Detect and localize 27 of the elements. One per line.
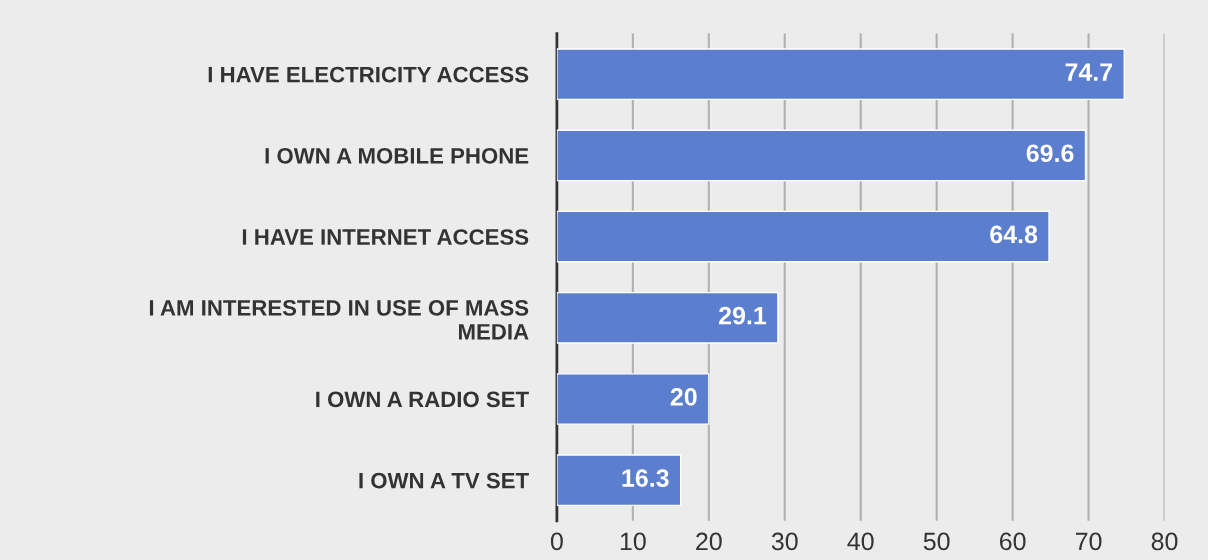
- data-label: 16.3: [622, 469, 669, 487]
- bar: [556, 129, 1087, 182]
- data-label: 20: [670, 388, 697, 406]
- x-tick-label: 20: [696, 532, 722, 551]
- bar: [556, 454, 682, 507]
- x-tick-label: 50: [923, 532, 950, 551]
- x-tick-label: 0: [550, 532, 563, 551]
- x-tick-label: 80: [1151, 532, 1178, 551]
- y-tick-label: I HAVE INTERNET ACCESS: [242, 229, 529, 245]
- x-tick-label: 70: [1075, 532, 1102, 551]
- data-label: 74.7: [1065, 63, 1113, 81]
- y-tick-label: I OWN A MOBILE PHONE: [265, 147, 529, 164]
- y-tick-label: I OWN A TV SET: [359, 472, 529, 489]
- y-tick-label: I AM INTERESTED IN USE OF MASS MEDIA: [149, 299, 529, 340]
- x-tick-label: 40: [847, 532, 874, 551]
- bar: [556, 48, 1125, 101]
- data-label: 64.8: [990, 225, 1038, 244]
- bar: [556, 291, 779, 344]
- y-tick-label: I HAVE ELECTRICITY ACCESS: [208, 66, 529, 83]
- x-tick-label: 30: [771, 532, 798, 551]
- bar: [556, 373, 710, 425]
- x-tick-label: 10: [620, 532, 646, 551]
- x-tick-label: 60: [999, 532, 1026, 551]
- y-tick-label: I OWN A RADIO SET: [316, 391, 529, 408]
- bar: [556, 210, 1050, 263]
- data-label: 29.1: [719, 306, 767, 325]
- data-label: 69.6: [1026, 144, 1074, 163]
